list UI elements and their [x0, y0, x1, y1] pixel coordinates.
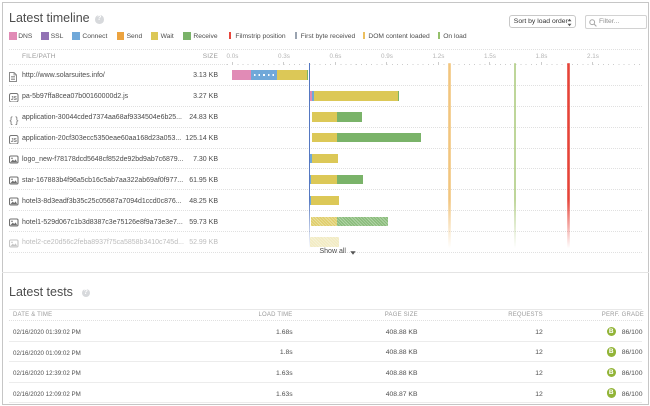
- svg-text:JS: JS: [11, 96, 18, 102]
- svg-text:{ }: { }: [10, 115, 19, 125]
- svg-text:JS: JS: [11, 138, 18, 144]
